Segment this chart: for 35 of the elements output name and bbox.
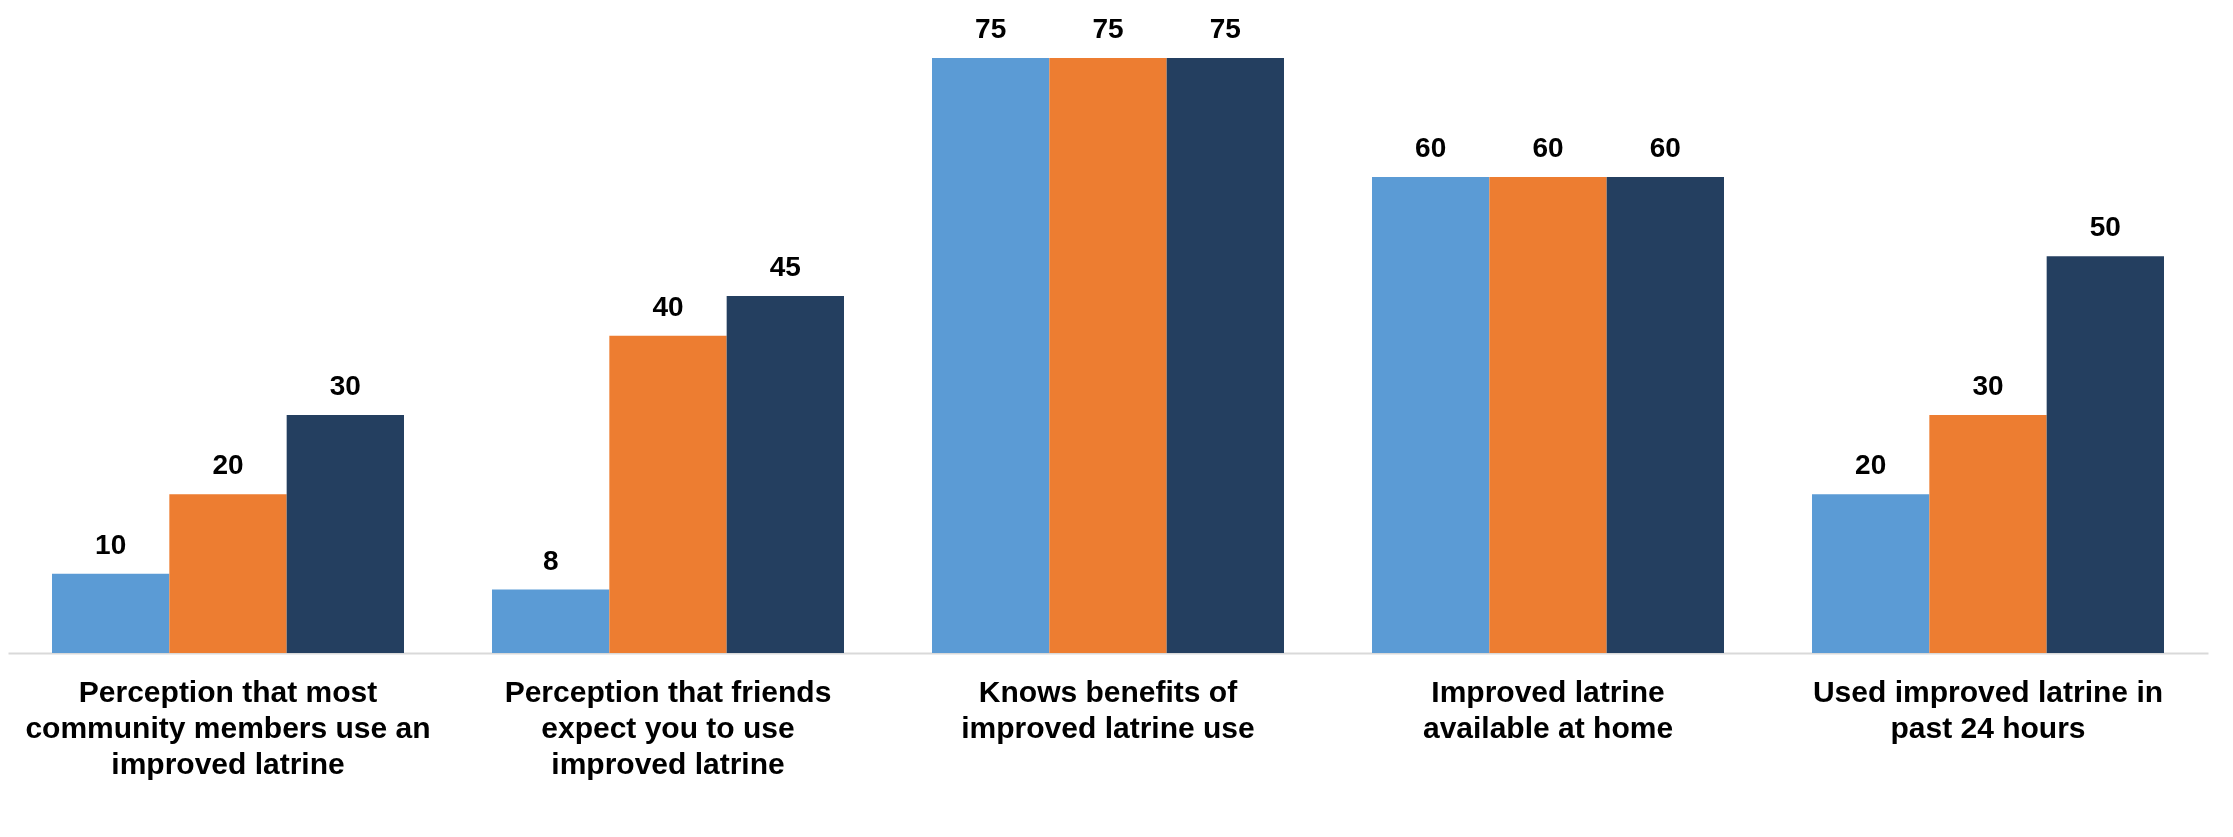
data-label: 8: [542, 544, 559, 576]
bar: [492, 589, 610, 653]
data-label: 20: [1855, 449, 1887, 481]
bar: [609, 335, 727, 653]
data-label: 40: [652, 290, 684, 322]
data-label: 60: [1532, 132, 1564, 163]
bar: [2046, 256, 2164, 653]
data-label: 45: [769, 251, 801, 282]
bar: [1812, 494, 1930, 653]
x-tick-label: Perception that friends expect you to use improved latrine: [504, 674, 832, 780]
x-tick-label: Used improved latrine in past 24 hours: [1812, 674, 2164, 744]
x-tick-label: Perception that most community members use an improved latrine: [25, 674, 431, 780]
bar: [1606, 177, 1724, 653]
data-label: 75: [1092, 13, 1124, 44]
data-label: 20: [212, 449, 244, 481]
data-label: 30: [1972, 370, 2004, 401]
data-label: 75: [1209, 13, 1241, 44]
data-label: 10: [95, 528, 127, 560]
bar: [726, 296, 844, 653]
bar: [1929, 415, 2047, 653]
bar: [169, 494, 287, 653]
bar: [1049, 58, 1167, 653]
bar: [932, 58, 1050, 653]
bar: [1489, 177, 1607, 653]
bar: [52, 573, 170, 653]
x-tick-label: Knows benefits of improved latrine use: [961, 674, 1255, 744]
bar: [1372, 177, 1490, 653]
x-tick-label: Improved latrine available at home: [1422, 674, 1674, 744]
bar: [286, 415, 404, 653]
bar: [1166, 58, 1284, 653]
data-label: 60: [1415, 132, 1447, 163]
data-label: 60: [1649, 132, 1681, 163]
data-label: 75: [975, 13, 1007, 44]
data-label: 50: [2089, 211, 2121, 243]
data-label: 30: [329, 370, 361, 401]
